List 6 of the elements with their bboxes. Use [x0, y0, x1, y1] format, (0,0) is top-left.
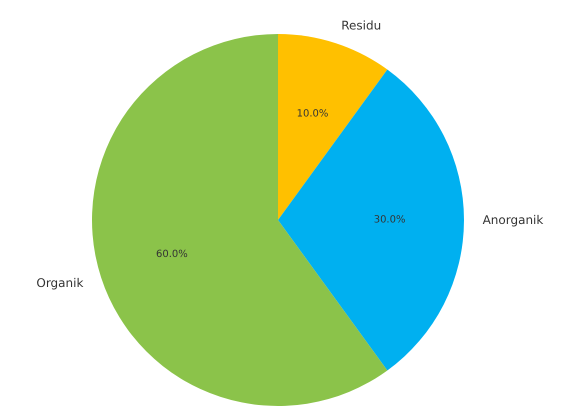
slice-label: Anorganik [482, 213, 544, 227]
data-label: 60.0% [156, 248, 188, 260]
slice-label: Residu [341, 18, 382, 32]
data-label: 10.0% [296, 108, 328, 120]
slice-label: Organik [36, 276, 84, 290]
data-label: 30.0% [374, 214, 406, 226]
